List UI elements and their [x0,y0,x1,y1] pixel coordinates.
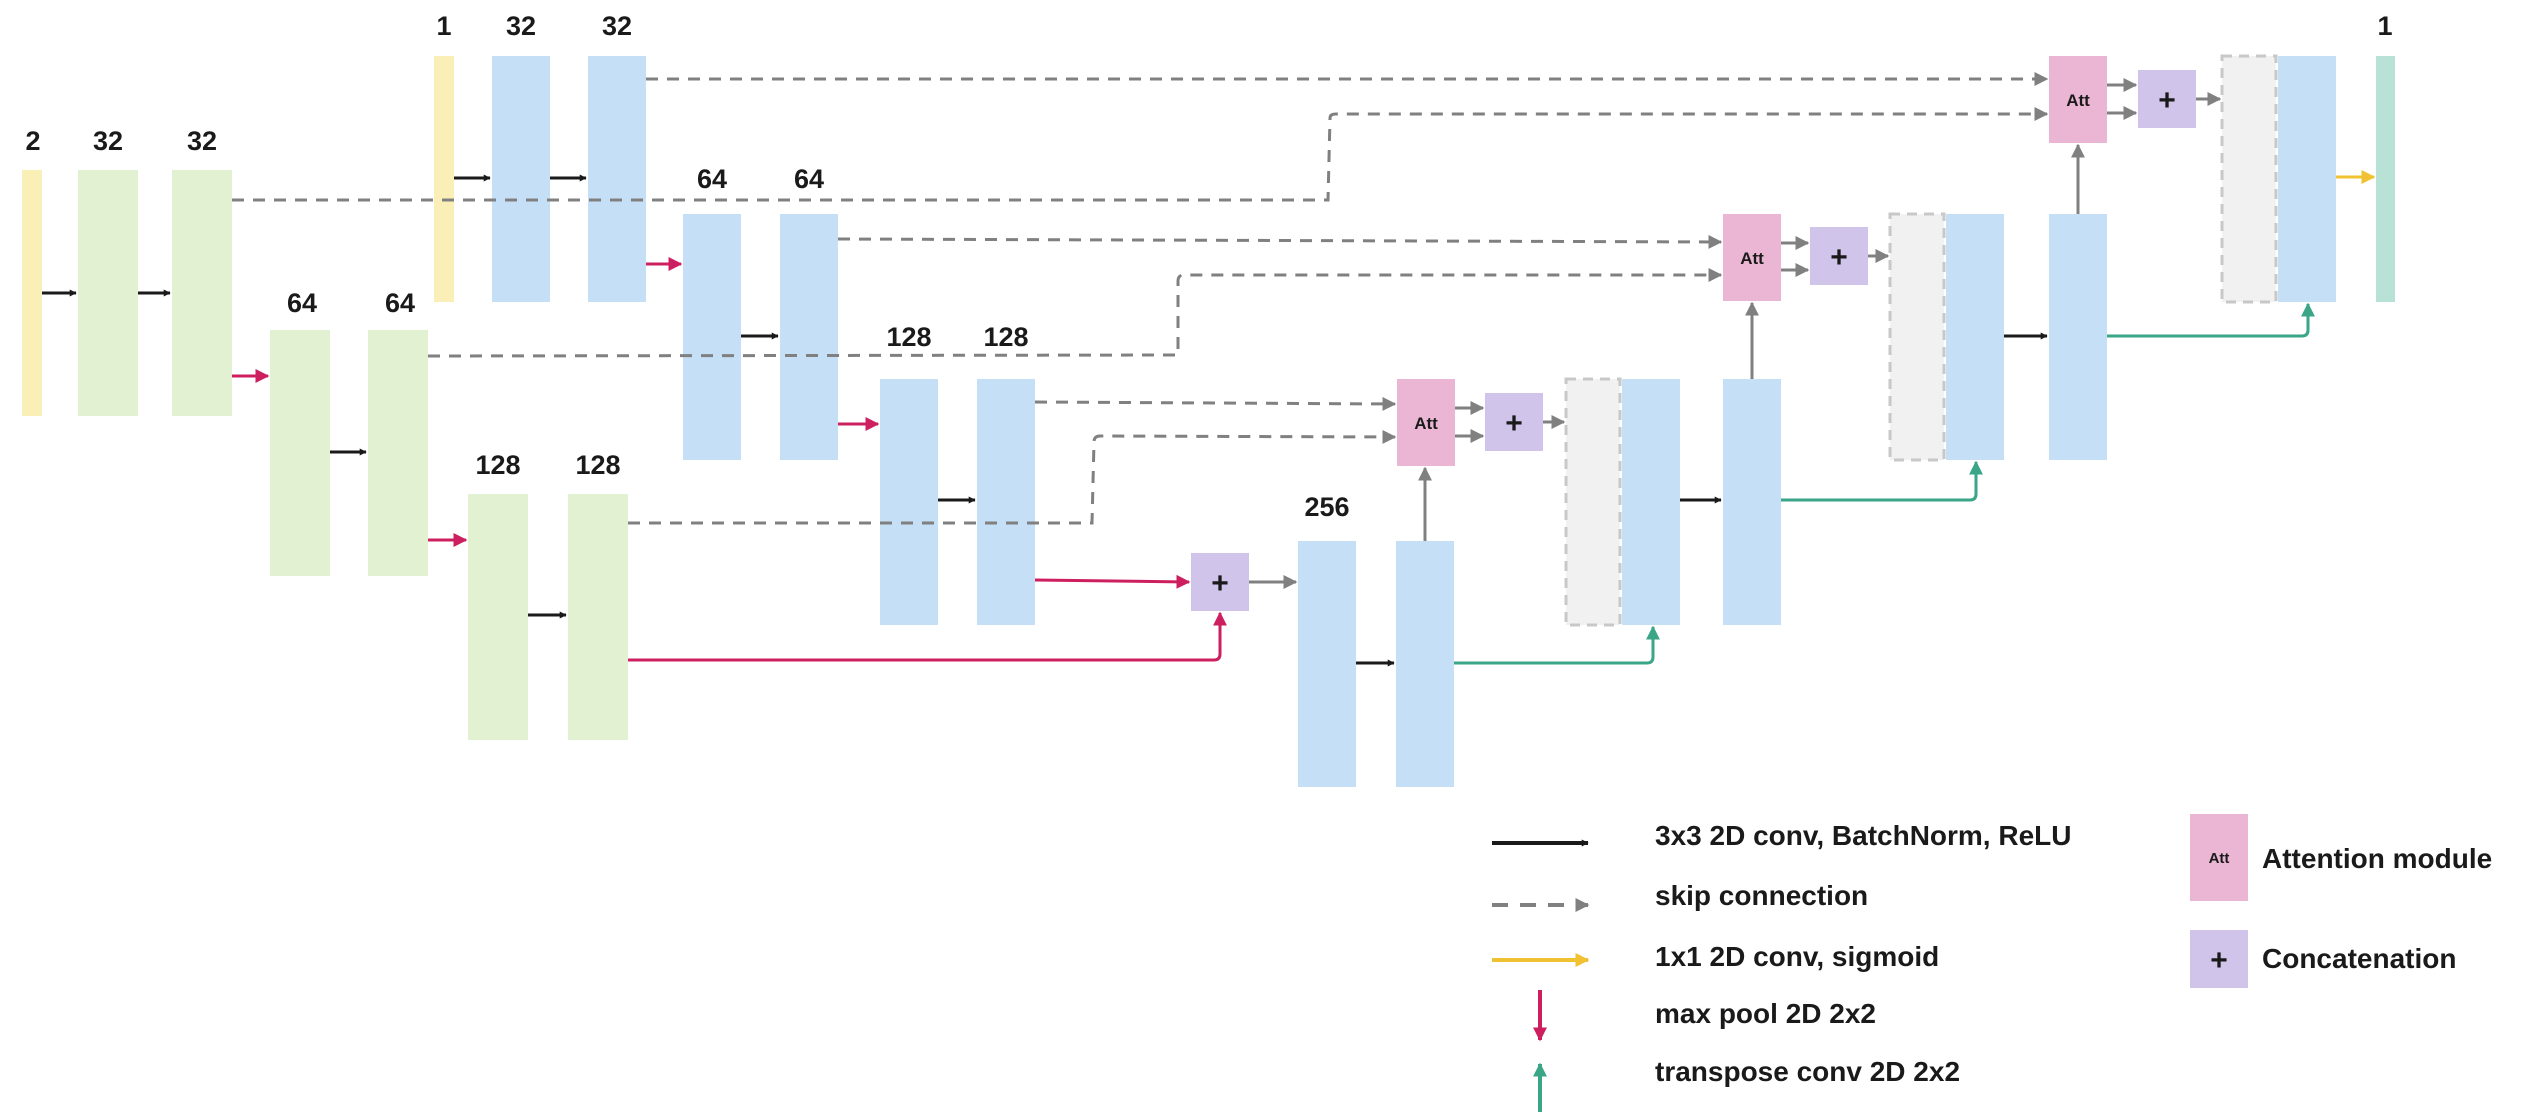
label-l128: 128 [983,322,1028,352]
transpose-arrow [1781,460,1983,502]
attention-module-3 [1397,379,1455,466]
attention-module-1 [2049,56,2107,143]
legend-maxpool-label: max pool 2D 2x2 [1655,998,1876,1029]
skip-connection [837,234,1723,249]
encoder-block-k2 [977,379,1035,625]
skip-connections [232,72,2049,525]
attention-module-2 [1723,214,1781,301]
gray-arrows [1249,78,2222,589]
encoder-block-b1 [270,330,330,576]
bottleneck: 256 [1298,492,1454,787]
decoder-block-2b [2049,214,2107,460]
encoder-block-k1 [880,379,938,625]
decoder-block-3a [1622,379,1680,625]
decoder: 1 [1564,11,2395,627]
attention-label-1: Att [2066,91,2090,110]
label-m256: 256 [1304,492,1349,522]
label-k128: 128 [886,322,931,352]
encoder-block-a1 [78,170,138,416]
label-d64: 64 [385,288,415,318]
legend-attention-swatch [2190,814,2248,901]
conv-arrows [42,174,2048,667]
legend: 3x3 2D conv, BatchNorm, ReLU skip connec… [1492,814,2492,1112]
maxpool-arrow [1034,574,1191,589]
input-block-2ch [22,170,42,416]
attention-label-2: Att [1740,249,1764,268]
legend-transpose-label: transpose conv 2D 2x2 [1655,1056,1960,1087]
legend-attention-swatch-label: Att [2209,850,2230,867]
legend-concat-swatch-symbol: + [2210,944,2228,977]
legend-attention-label: Attention module [2262,843,2492,874]
encoder-block-a2 [172,170,232,416]
skip-connection [628,429,1397,525]
legend-skip-label: skip connection [1655,880,1868,911]
skip-connection [232,107,2049,202]
concat-3-symbol: + [1505,407,1523,440]
attention-label-3: Att [1414,414,1438,433]
encoder-block-c2 [568,494,628,740]
concat-2-symbol: + [1830,241,1848,274]
output-block [2376,56,2395,302]
decoder-block-3b [1723,379,1781,625]
label-e128: 128 [475,450,520,480]
encoder-block-i1 [683,214,741,460]
encoder-block-g2 [588,56,646,302]
label-a32: 32 [93,126,123,156]
decoder-block-1a [2278,56,2336,302]
encoder-b: 1 32 32 64 64 128 128 [434,11,1035,625]
transpose-arrows [1454,302,2315,665]
concat-bottleneck [1191,553,1249,611]
concat-2 [1810,227,1868,285]
concat-1 [2138,70,2196,128]
concat-bottleneck-symbol: + [1211,567,1229,600]
decoder-block-2a [1946,214,2004,460]
encoder-block-i2 [780,214,838,460]
maxpool-arrows [232,257,1227,662]
legend-concat-label: Concatenation [2262,943,2456,974]
encoder-block-g1 [492,56,550,302]
label-i64: 64 [697,164,727,194]
modules: Att Att Att + + + + [1191,56,2196,611]
legend-concat-swatch [2190,930,2248,988]
label-g32: 32 [506,11,536,41]
legend-conv-label: 3x3 2D conv, BatchNorm, ReLU [1655,820,2072,851]
upsample-placeholder-1 [2220,54,2278,304]
encoder-block-c1 [468,494,528,740]
bottleneck-block-1 [1298,541,1356,787]
transpose-arrow [1454,625,1660,665]
label-in2: 2 [25,126,40,156]
skip-connection [1034,396,1397,411]
concat-3 [1485,393,1543,451]
upsample-placeholder-3 [1564,377,1622,627]
input-block-1ch [434,56,454,302]
label-out1: 1 [2377,11,2392,41]
label-j64: 64 [794,164,824,194]
skip-connection [427,268,1723,358]
encoder-block-b2 [368,330,428,576]
legend-sigmoid-label: 1x1 2D conv, sigmoid [1655,941,1939,972]
maxpool-arrow [628,611,1227,662]
encoder-a: 2 32 32 64 64 128 128 [22,126,628,740]
bottleneck-block-2 [1396,541,1454,787]
transpose-arrow [2107,302,2315,338]
concat-1-symbol: + [2158,84,2176,117]
label-h32: 32 [602,11,632,41]
label-f128: 128 [575,450,620,480]
label-in1: 1 [436,11,451,41]
upsample-placeholder-2 [1888,212,1946,462]
label-b32: 32 [187,126,217,156]
label-c64: 64 [287,288,317,318]
